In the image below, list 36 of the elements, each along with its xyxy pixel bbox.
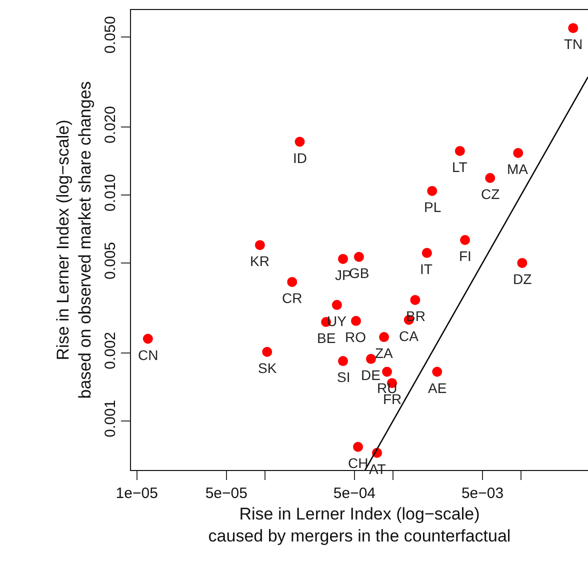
y-tick-label: 0.050 [102,16,119,54]
annotation: RO [345,329,366,345]
y-tick-label: 0.020 [102,106,119,144]
annotation: GB [349,265,370,281]
annotation: ZA [375,345,394,361]
x-axis-title: Rise in Lerner Index (log−scale) caused by mergers in the counterfactual [208,504,511,546]
annotation: CH [348,455,368,471]
annotation: SK [258,360,278,376]
annotation: PL [424,199,442,215]
annotation: LT [452,159,468,175]
annotation: BR [406,308,426,324]
y-tick-label: 0.005 [102,242,119,280]
annotation: BE [317,330,336,346]
annotation: DZ [513,271,532,287]
annotation: KR [250,253,270,269]
x-tick-label: 1e−05 [116,485,158,502]
annotation: ID [293,150,307,166]
annotation: MA [507,161,529,177]
y-tick-label: 0.002 [102,332,119,370]
x-tick-label: 5e−05 [205,485,248,502]
annotation: DE [361,367,380,383]
annotation: AE [428,380,447,396]
annotation: JP [335,267,352,283]
y-tick-label: 0.010 [102,174,119,212]
annotation: CA [399,328,420,344]
annotation: SI [337,369,350,385]
annotation: TN [564,36,583,52]
y-tick-label: 0.001 [102,400,119,438]
annotation: CZ [481,186,500,202]
annotation: CR [282,290,302,306]
annotation: FI [459,248,472,264]
x-tick-label: 5e−04 [333,485,376,502]
annotation: IT [420,261,433,277]
y-axis-title: Rise in Lerner Index (log−scale) based on observed market share changes [53,81,94,399]
annotation: CN [138,347,158,363]
x-tick-label: 5e−03 [461,485,504,502]
